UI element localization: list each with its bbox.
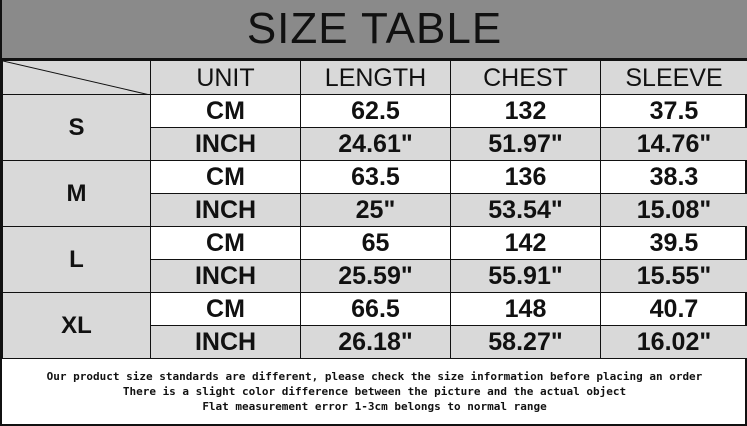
cell-sleeve: 40.7	[600, 292, 747, 326]
cell-chest: 55.91"	[450, 259, 601, 293]
page-title: SIZE TABLE	[2, 0, 747, 60]
cell-length: 26.18"	[300, 325, 451, 359]
cell-chest: 53.54"	[450, 193, 601, 227]
cell-unit: CM	[150, 226, 301, 260]
note: There is a slight color difference betwe…	[122, 384, 627, 398]
note: Our product size standards are different…	[46, 369, 703, 383]
table-row: L CM 65 142 39.5	[2, 226, 747, 293]
cell-length: 65	[300, 226, 451, 260]
cell-length: 63.5	[300, 160, 451, 194]
cell-unit: INCH	[150, 259, 301, 293]
cell-length: 62.5	[300, 94, 451, 128]
cell-sleeve: 38.3	[600, 160, 747, 194]
footer-notes: Our product size standards are different…	[2, 358, 747, 424]
cell-chest: 51.97"	[450, 127, 601, 161]
cell-unit: CM	[150, 160, 301, 194]
header-unit: UNIT	[150, 60, 301, 95]
cell-unit: CM	[150, 94, 301, 128]
table-row: INCH 26.18" 58.27" 16.02"	[3, 325, 747, 359]
table-row: M CM 63.5 136 38.3	[2, 160, 747, 227]
cell-sleeve: 39.5	[600, 226, 747, 260]
cell-sleeve: 15.55"	[600, 259, 747, 293]
note: Flat measurement error 1-3cm belongs to …	[202, 399, 547, 413]
size-label: S	[2, 94, 151, 161]
size-label: L	[2, 226, 151, 293]
cell-unit: INCH	[150, 193, 301, 227]
cell-sleeve: 14.76"	[600, 127, 747, 161]
header-row: UNIT LENGTH CHEST SLEEVE	[2, 60, 747, 95]
cell-chest: 136	[450, 160, 601, 194]
cell-length: 24.61"	[300, 127, 451, 161]
header-chest: CHEST	[450, 60, 601, 95]
cell-unit: CM	[150, 292, 301, 326]
cell-length: 66.5	[300, 292, 451, 326]
cell-sleeve: 15.08"	[600, 193, 747, 227]
size-label: XL	[2, 292, 151, 359]
cell-unit: INCH	[150, 127, 301, 161]
cell-sleeve: 16.02"	[600, 325, 747, 359]
size-label: M	[2, 160, 151, 227]
table-row: INCH 25.59" 55.91" 15.55"	[3, 259, 747, 293]
cell-length: 25"	[300, 193, 451, 227]
size-table: UNIT LENGTH CHEST SLEEVE S CM 62.5 132 37.5 I…	[2, 60, 747, 359]
cell-chest: 132	[450, 94, 601, 128]
table-row: INCH 24.61" 51.97" 14.76"	[3, 127, 747, 161]
table-row: S CM 62.5 132 37.5	[2, 94, 747, 161]
header-length: LENGTH	[300, 60, 451, 95]
cell-chest: 142	[450, 226, 601, 260]
diagonal-line	[3, 61, 150, 95]
cell-unit: INCH	[150, 325, 301, 359]
header-sleeve: SLEEVE	[600, 60, 747, 95]
cell-chest: 58.27"	[450, 325, 601, 359]
cell-chest: 148	[450, 292, 601, 326]
table-row: INCH 25" 53.54" 15.08"	[3, 193, 747, 227]
table-row: XL CM 66.5 148 40.7	[2, 292, 747, 359]
cell-length: 25.59"	[300, 259, 451, 293]
diagonal-corner-cell	[2, 60, 151, 95]
cell-sleeve: 37.5	[600, 94, 747, 128]
